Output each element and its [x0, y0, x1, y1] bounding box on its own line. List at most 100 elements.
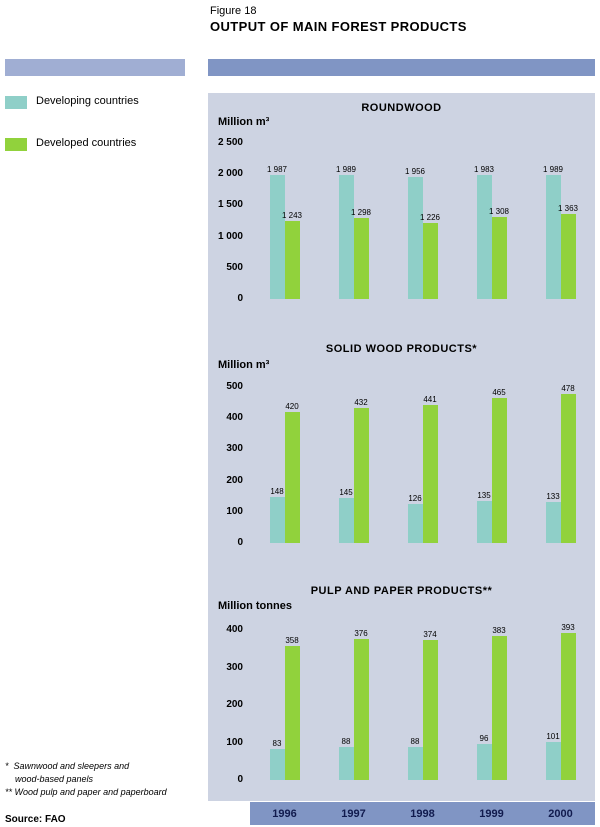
year-label-1998: 1998: [410, 807, 435, 820]
bar-value-label: 96: [479, 734, 489, 743]
bar-group-1996: 148 420: [250, 402, 319, 543]
bar: [269, 496, 285, 543]
y-tick-label: 2 000: [217, 168, 243, 180]
bar-group-1997: 88 376: [319, 629, 388, 780]
bar: [545, 174, 561, 299]
bar-developing-1996: 83: [269, 738, 285, 780]
year-label-2000: 2000: [548, 807, 573, 820]
bar-value-label: 1 308: [488, 207, 510, 217]
year-label-1997: 1997: [341, 807, 366, 820]
bar-value-label: 133: [546, 491, 560, 501]
y-axis-unit-roundwood: Million m³: [218, 116, 270, 128]
bar-developing-1999: 96: [476, 734, 492, 780]
bar-group-2000: 101 393: [526, 623, 595, 780]
bar-developed-1996: 358: [284, 635, 300, 780]
bar: [422, 405, 438, 543]
y-tick-label: 100: [226, 736, 243, 748]
y-axis-pulp-paper: 400 300 200 100 0: [208, 624, 248, 785]
bar-developed-1996: 1 243: [281, 211, 303, 299]
bar-developing-1998: 126: [407, 493, 423, 543]
y-tick-label: 1 500: [217, 199, 243, 211]
y-axis-roundwood: 2 500 2 000 1 500 1 000 500 0: [208, 137, 248, 304]
y-tick-label: 0: [237, 774, 243, 785]
bars-roundwood: 1 987 1 243 1 989 1 298 1 956 1 226 1 983 1 308…: [250, 143, 595, 299]
bar: [338, 747, 354, 780]
bar-group-1997: 1 989 1 298: [319, 165, 388, 299]
legend-swatch-developed: [5, 138, 27, 151]
bars-pulp-paper: 83 358 88 376 88 374 96 383 101 393: [250, 623, 595, 780]
bar: [407, 503, 423, 543]
bar-developing-1999: 1 983: [473, 165, 495, 299]
bar-value-label: 420: [285, 401, 299, 411]
bar-developed-1998: 441: [422, 395, 438, 543]
chart-panel: ROUNDWOOD Million m³ 2 500 2 000 1 500 1 00…: [208, 93, 595, 801]
year-label-1996: 1996: [272, 807, 297, 820]
footnote-line: wood-based panels: [5, 774, 94, 785]
bar-developed-1999: 465: [491, 387, 507, 543]
bar-group-1999: 135 465: [457, 388, 526, 543]
bar: [284, 411, 300, 543]
bar: [407, 747, 423, 780]
bar-value-label: 83: [272, 738, 282, 748]
y-tick-label: 500: [226, 261, 243, 273]
bar: [407, 176, 423, 299]
bar-value-label: 376: [354, 629, 368, 638]
bar: [545, 742, 561, 780]
x-axis-year-band: 1996 1997 1998 1999 2000: [250, 802, 595, 825]
bar-value-label: 465: [492, 387, 506, 397]
bar-developing-1996: 148: [269, 486, 285, 543]
footnote-line: ** Wood pulp and paper and paperboard: [5, 787, 167, 798]
y-tick-label: 2 500: [217, 137, 243, 148]
bar-value-label: 358: [285, 635, 299, 645]
bar-value-label: 1 989: [335, 164, 357, 174]
bar: [284, 221, 300, 299]
bar-value-label: 1 983: [473, 165, 495, 175]
bar-developing-1997: 88: [338, 737, 354, 780]
bar-value-label: 1 243: [281, 211, 303, 221]
bar-developing-1998: 88: [407, 737, 423, 780]
bar: [422, 222, 438, 299]
bar-developed-1997: 376: [353, 629, 369, 780]
bar-value-label: 478: [561, 383, 575, 393]
bar-developing-1999: 135: [476, 491, 492, 543]
bar: [353, 408, 369, 543]
y-tick-label: 100: [226, 505, 243, 517]
bar: [338, 497, 354, 543]
bar-developing-1997: 1 989: [335, 164, 357, 299]
decorative-band-right: [208, 59, 595, 76]
bar-value-label: 126: [408, 493, 422, 503]
bar: [284, 645, 300, 780]
bar-value-label: 1 956: [404, 166, 426, 176]
bar-developed-1998: 1 226: [420, 213, 440, 299]
bar: [422, 639, 438, 780]
bar-group-1996: 83 358: [250, 636, 319, 780]
bar-developed-1997: 1 298: [351, 208, 371, 299]
bar-value-label: 148: [270, 486, 284, 496]
bar-value-label: 88: [410, 737, 420, 746]
bar-group-1999: 96 383: [457, 626, 526, 780]
y-tick-label: 300: [226, 443, 243, 455]
bar-value-label: 393: [561, 622, 575, 632]
chart-title-solid-wood: SOLID WOOD PRODUCTS*: [325, 343, 478, 355]
bar: [353, 218, 369, 299]
y-tick-label: 1 000: [217, 230, 243, 242]
bar: [269, 748, 285, 780]
bar-group-2000: 133 478: [526, 384, 595, 543]
legend-swatch-developing: [5, 96, 27, 109]
bar: [560, 213, 576, 299]
bar-value-label: 441: [423, 395, 437, 405]
y-tick-label: 200: [226, 699, 243, 710]
bar-developed-2000: 478: [560, 383, 576, 543]
bar-group-1997: 145 432: [319, 398, 388, 543]
bar-developed-1999: 1 308: [488, 207, 510, 299]
bar: [560, 393, 576, 543]
bar-developing-2000: 101: [545, 732, 561, 780]
bar-developed-1998: 374: [422, 630, 438, 780]
footnotes: * Sawnwood and sleepers and wood-based p…: [5, 760, 167, 799]
y-tick-label: 400: [226, 412, 243, 424]
chart-title-pulp-paper: PULP AND PAPER PRODUCTS**: [310, 585, 493, 597]
bar-developing-2000: 1 989: [543, 165, 563, 299]
bar-value-label: 1 987: [266, 165, 288, 175]
bar: [338, 174, 354, 299]
